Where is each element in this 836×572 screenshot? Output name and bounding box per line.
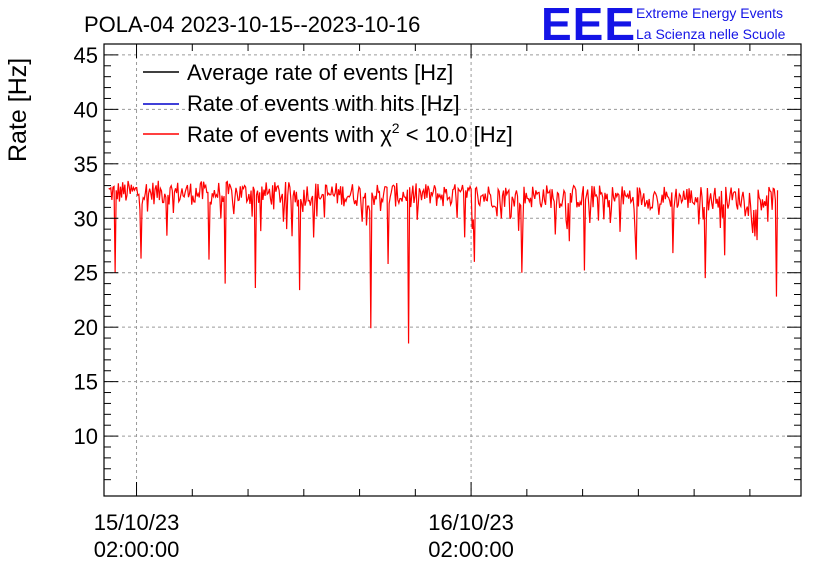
legend-label-chi2: Rate of events with χ2 < 10.0 [Hz]	[187, 120, 513, 147]
logo-mark: EEE	[541, 0, 636, 50]
series-layer	[108, 180, 779, 344]
chart-title: POLA-04 2023-10-15--2023-10-16	[84, 12, 420, 37]
logo-line-2: La Scienza nelle Scuole	[636, 26, 786, 42]
legend-chi2-suffix: < 10.0 [Hz]	[400, 122, 513, 147]
eee-logo: EEE Extreme Energy Events La Scienza nel…	[541, 0, 786, 50]
y-tick-label: 30	[74, 206, 98, 231]
legend-label-average: Average rate of events [Hz]	[187, 60, 453, 85]
ticks	[104, 43, 801, 496]
y-tick-label: 45	[74, 43, 98, 68]
legend-label-hits: Rate of events with hits [Hz]	[187, 91, 460, 116]
legend-chi2-prefix: Rate of events with	[187, 122, 380, 147]
y-tick-label: 35	[74, 152, 98, 177]
legend: Average rate of events [Hz] Rate of even…	[143, 60, 513, 147]
y-tick-label: 40	[74, 97, 98, 122]
x-tick-time: 02:00:00	[94, 537, 180, 562]
y-tick-labels: 10 15 20 25 30 35 40 45	[74, 43, 98, 449]
series-chi2-line	[108, 180, 779, 344]
x-tick-date: 15/10/23	[94, 510, 180, 535]
y-tick-label: 25	[74, 261, 98, 286]
legend-chi2-symbol: χ	[380, 122, 392, 147]
legend-chi2-sup: 2	[392, 120, 400, 136]
y-axis-label: Rate [Hz]	[4, 58, 32, 162]
plot-frame	[103, 43, 802, 497]
grid	[104, 44, 801, 496]
x-tick-date: 16/10/23	[428, 510, 514, 535]
logo-line-1: Extreme Energy Events	[636, 5, 783, 21]
x-tick-time: 02:00:00	[428, 537, 514, 562]
y-tick-label: 10	[74, 424, 98, 449]
y-tick-label: 20	[74, 315, 98, 340]
y-tick-label: 15	[74, 370, 98, 395]
